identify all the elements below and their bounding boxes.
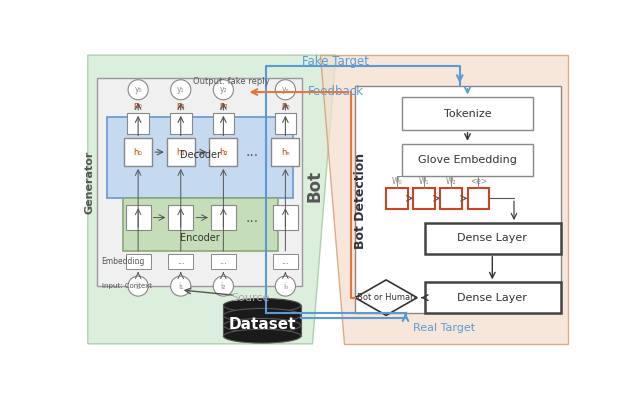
- Text: i₂: i₂: [221, 282, 226, 291]
- Text: pₙ: pₙ: [281, 101, 290, 110]
- Text: Decoder: Decoder: [180, 150, 221, 160]
- Ellipse shape: [223, 308, 301, 322]
- Text: W₀: W₀: [392, 177, 403, 186]
- FancyBboxPatch shape: [124, 138, 152, 166]
- FancyBboxPatch shape: [212, 113, 234, 134]
- Text: i₀: i₀: [136, 282, 141, 291]
- Text: Output: fake reply: Output: fake reply: [193, 77, 269, 86]
- FancyBboxPatch shape: [402, 98, 533, 130]
- FancyBboxPatch shape: [167, 138, 195, 166]
- Text: ...: ...: [220, 257, 227, 266]
- Text: y₁: y₁: [177, 85, 184, 94]
- Bar: [223, 305, 301, 336]
- Text: Source: Source: [231, 293, 269, 303]
- Ellipse shape: [223, 329, 301, 343]
- FancyBboxPatch shape: [467, 188, 489, 209]
- Text: Tokenize: Tokenize: [444, 109, 492, 118]
- FancyBboxPatch shape: [211, 205, 236, 230]
- Text: Glove Embedding: Glove Embedding: [418, 155, 517, 165]
- Text: p₂: p₂: [219, 101, 228, 110]
- Circle shape: [171, 276, 191, 296]
- Text: Dense Layer: Dense Layer: [458, 233, 527, 243]
- Circle shape: [128, 276, 148, 296]
- Text: Bot or Human: Bot or Human: [357, 293, 415, 302]
- FancyBboxPatch shape: [168, 254, 193, 269]
- Text: <e>: <e>: [470, 177, 487, 186]
- Circle shape: [275, 276, 296, 296]
- FancyBboxPatch shape: [168, 205, 193, 230]
- Text: h₂: h₂: [219, 148, 228, 157]
- FancyBboxPatch shape: [211, 254, 236, 269]
- Text: ...: ...: [282, 257, 289, 266]
- Text: Embedding: Embedding: [102, 257, 145, 266]
- FancyBboxPatch shape: [125, 254, 150, 269]
- Ellipse shape: [223, 298, 301, 312]
- Text: Input: Context: Input: Context: [102, 283, 152, 289]
- Circle shape: [213, 276, 234, 296]
- FancyBboxPatch shape: [355, 86, 561, 313]
- Text: p₁: p₁: [177, 101, 185, 110]
- FancyBboxPatch shape: [275, 113, 296, 134]
- Text: h₁: h₁: [177, 148, 185, 157]
- Text: Bot Detection: Bot Detection: [354, 153, 367, 250]
- Text: hₙ: hₙ: [281, 148, 290, 157]
- FancyBboxPatch shape: [271, 138, 300, 166]
- Text: Fake Target: Fake Target: [302, 55, 369, 68]
- Text: iₙ: iₙ: [283, 282, 288, 291]
- FancyBboxPatch shape: [273, 205, 298, 230]
- FancyBboxPatch shape: [413, 188, 435, 209]
- Polygon shape: [88, 55, 336, 344]
- Text: W₁: W₁: [419, 177, 429, 186]
- FancyBboxPatch shape: [125, 205, 150, 230]
- Text: Encoder: Encoder: [180, 233, 220, 243]
- Text: Feedback: Feedback: [308, 85, 364, 98]
- FancyBboxPatch shape: [425, 223, 561, 254]
- FancyBboxPatch shape: [107, 117, 293, 198]
- FancyBboxPatch shape: [273, 254, 298, 269]
- Text: Dense Layer: Dense Layer: [458, 293, 527, 303]
- FancyBboxPatch shape: [123, 198, 278, 252]
- Circle shape: [213, 80, 234, 100]
- Polygon shape: [355, 280, 417, 315]
- Text: W₂: W₂: [446, 177, 456, 186]
- Text: ...: ...: [246, 211, 259, 225]
- FancyBboxPatch shape: [170, 113, 191, 134]
- FancyBboxPatch shape: [97, 78, 303, 286]
- Text: Bot: Bot: [306, 170, 324, 202]
- Text: h₀: h₀: [134, 148, 143, 157]
- FancyBboxPatch shape: [402, 144, 533, 176]
- FancyBboxPatch shape: [386, 188, 408, 209]
- Text: yₙ: yₙ: [282, 85, 289, 94]
- Ellipse shape: [223, 318, 301, 332]
- Text: y₂: y₂: [220, 85, 227, 94]
- FancyBboxPatch shape: [209, 138, 237, 166]
- Text: ...: ...: [134, 257, 142, 266]
- Circle shape: [275, 80, 296, 100]
- Text: y₀: y₀: [134, 85, 142, 94]
- Text: ...: ...: [177, 257, 185, 266]
- Text: ...: ...: [246, 145, 259, 159]
- Text: Generator: Generator: [84, 150, 94, 214]
- Circle shape: [171, 80, 191, 100]
- FancyBboxPatch shape: [440, 188, 462, 209]
- FancyBboxPatch shape: [425, 282, 561, 313]
- Text: Real Target: Real Target: [413, 324, 476, 333]
- FancyBboxPatch shape: [127, 113, 149, 134]
- Polygon shape: [320, 55, 568, 344]
- Text: p₀: p₀: [134, 101, 143, 110]
- Text: i₁: i₁: [178, 282, 184, 291]
- Circle shape: [128, 80, 148, 100]
- Text: Dataset: Dataset: [228, 317, 296, 332]
